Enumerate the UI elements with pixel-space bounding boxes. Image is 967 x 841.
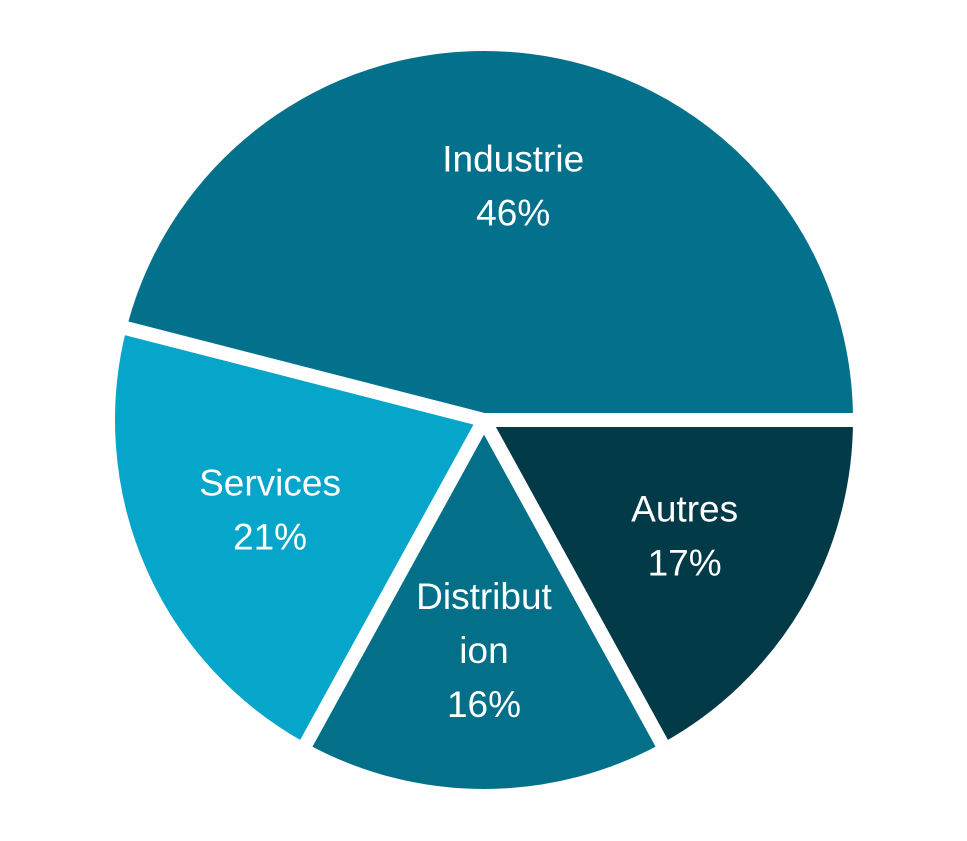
slice-percent-services: 21%	[233, 516, 307, 557]
slice-label-industrie: Industrie	[442, 138, 584, 179]
slice-label-autres: Autres	[631, 488, 738, 529]
pie-slice-distribution	[293, 405, 675, 803]
slice-label-services: Services	[199, 462, 341, 503]
pie-slice-services	[101, 317, 495, 760]
slice-label-distribution: Distribut	[416, 576, 552, 617]
pie-slice-autres	[472, 413, 868, 760]
slice-percent-distribution: 16%	[447, 684, 521, 725]
slice-percent-industrie: 46%	[476, 192, 550, 233]
slice-label-distribution: ion	[459, 630, 508, 671]
pie-slice-industrie	[111, 37, 868, 427]
slice-percent-autres: 17%	[648, 542, 722, 583]
